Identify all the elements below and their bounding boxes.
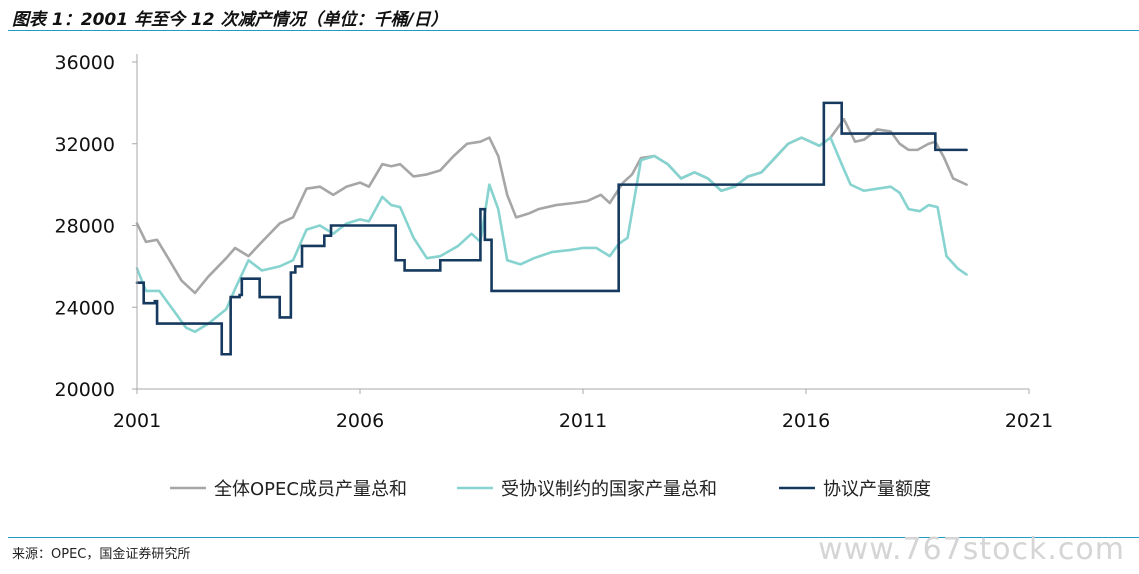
source-note: 来源：OPEC，国金证券研究所 [12, 547, 191, 562]
y-tick-label: 24000 [55, 297, 115, 319]
x-tick-label: 2016 [782, 410, 830, 432]
line-chart: 20000 24000 28000 32000 36000 2001 2006 2011 201… [55, 52, 1054, 500]
x-tick-label: 2011 [559, 410, 607, 432]
y-tick-label: 28000 [55, 216, 115, 238]
series-line-2 [135, 136, 968, 334]
legend: 全体OPEC成员产量总和 受协议制约的国家产量总和 协议产量额度 [170, 479, 931, 500]
footer-rule [8, 537, 1139, 538]
y-tick-label: 20000 [55, 379, 115, 401]
plot-layer [135, 101, 968, 356]
chart-title: 图表 1：2001 年至今 12 次减产情况（单位：千桶/日） [12, 10, 448, 30]
x-tick-label: 2021 [1005, 410, 1053, 432]
header-rule [8, 30, 1139, 31]
legend-label-1: 全体OPEC成员产量总和 [214, 479, 407, 500]
watermark: www.767stock.com [818, 532, 1125, 567]
header-rule-mark [1080, 30, 1088, 37]
y-tick-label: 32000 [55, 134, 115, 156]
chart-area: 20000 24000 28000 32000 36000 2001 2006 2011 201… [0, 32, 1139, 532]
y-tick-label: 36000 [55, 52, 115, 74]
x-tick-label: 2006 [336, 410, 384, 432]
axis-layer: 20000 24000 28000 32000 36000 2001 2006 2011 201… [55, 52, 1054, 432]
series-line-3 [135, 101, 968, 356]
legend-label-2: 受协议制约的国家产量总和 [501, 479, 717, 500]
legend-label-3: 协议产量额度 [823, 479, 931, 500]
x-tick-label: 2001 [113, 410, 161, 432]
series-line-1 [135, 117, 968, 295]
